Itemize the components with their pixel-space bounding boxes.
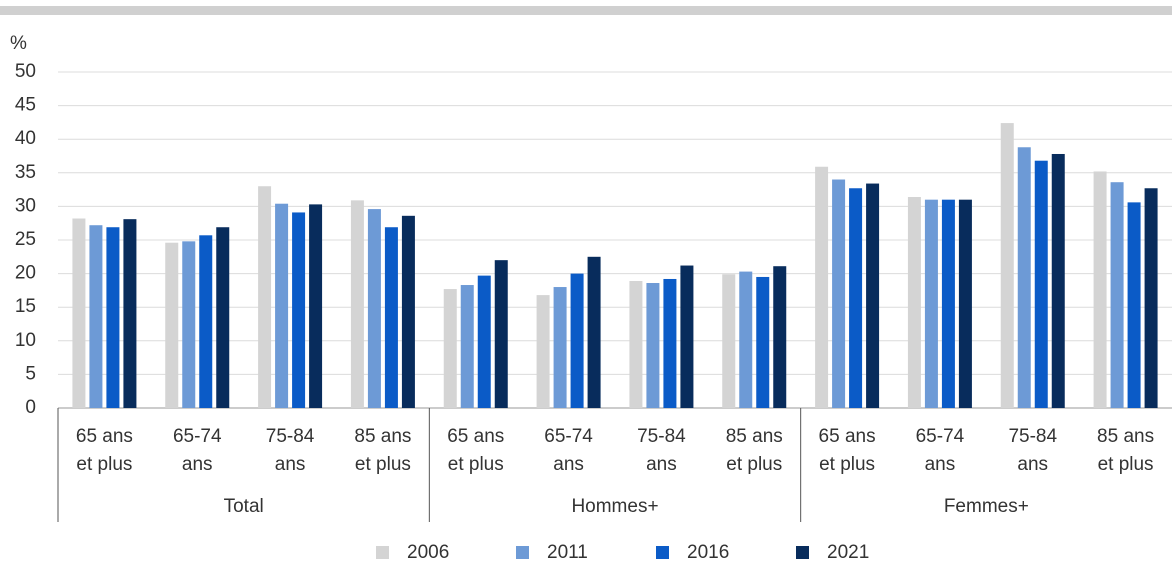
bar bbox=[941, 199, 955, 408]
legend-swatch bbox=[516, 546, 529, 559]
x-tick-label: 65-74 bbox=[173, 426, 222, 447]
x-tick-label: ans bbox=[925, 454, 956, 475]
bar bbox=[216, 227, 230, 408]
bar bbox=[401, 215, 415, 408]
bar bbox=[739, 271, 753, 408]
top-band bbox=[0, 6, 1172, 15]
bar bbox=[832, 179, 846, 408]
bar bbox=[258, 186, 272, 408]
x-tick-label: 75-84 bbox=[1008, 426, 1057, 447]
y-tick-label: 35 bbox=[15, 162, 36, 183]
legend-label: 2016 bbox=[687, 542, 729, 563]
x-tick-label: 65-74 bbox=[544, 426, 593, 447]
x-tick-label: 65 ans bbox=[819, 426, 876, 447]
x-tick-label: et plus bbox=[1098, 454, 1154, 475]
x-tick-label: ans bbox=[553, 454, 584, 475]
bar bbox=[165, 242, 179, 408]
y-tick-label: 15 bbox=[15, 296, 36, 317]
y-tick-label: 0 bbox=[25, 397, 36, 418]
bar bbox=[756, 276, 770, 408]
bar bbox=[958, 199, 972, 408]
bar bbox=[815, 166, 829, 408]
x-tick-label: 75-84 bbox=[266, 426, 315, 447]
bar bbox=[1110, 182, 1124, 408]
bar bbox=[536, 295, 550, 408]
bar bbox=[646, 283, 660, 408]
bar bbox=[1127, 202, 1141, 408]
bar bbox=[309, 204, 323, 408]
bar bbox=[849, 188, 863, 408]
bar bbox=[350, 200, 364, 408]
bar bbox=[1017, 147, 1031, 408]
x-tick-label: ans bbox=[275, 454, 306, 475]
y-tick-label: 10 bbox=[15, 330, 36, 351]
legend-swatch bbox=[376, 546, 389, 559]
bar bbox=[1000, 123, 1014, 409]
y-tick-label: 5 bbox=[25, 363, 36, 384]
group-label: Total bbox=[224, 496, 264, 517]
y-tick-label: 25 bbox=[15, 229, 36, 250]
legend-label: 2006 bbox=[407, 542, 449, 563]
legend-swatch bbox=[796, 546, 809, 559]
bar bbox=[182, 241, 196, 408]
x-tick-label: 85 ans bbox=[354, 426, 411, 447]
bar bbox=[924, 199, 938, 408]
bar bbox=[629, 280, 643, 408]
x-tick-label: 85 ans bbox=[726, 426, 783, 447]
y-tick-label: 20 bbox=[15, 263, 36, 284]
bar bbox=[1093, 171, 1107, 408]
x-tick-label: et plus bbox=[819, 454, 875, 475]
x-tick-label: 65 ans bbox=[447, 426, 504, 447]
bar bbox=[275, 203, 289, 408]
bar bbox=[477, 275, 491, 408]
bar bbox=[587, 256, 601, 408]
bar bbox=[773, 266, 787, 408]
x-tick-label: ans bbox=[182, 454, 213, 475]
bar bbox=[907, 196, 921, 408]
x-tick-label: 85 ans bbox=[1097, 426, 1154, 447]
y-axis-label: % bbox=[10, 33, 27, 54]
bar bbox=[663, 278, 677, 408]
bar bbox=[460, 285, 474, 408]
x-tick-label: 65 ans bbox=[76, 426, 133, 447]
x-tick-label: et plus bbox=[355, 454, 411, 475]
x-tick-label: 65-74 bbox=[916, 426, 965, 447]
bar bbox=[494, 260, 508, 408]
y-tick-label: 30 bbox=[15, 195, 36, 216]
x-tick-label: ans bbox=[646, 454, 677, 475]
x-tick-label: et plus bbox=[448, 454, 504, 475]
bar bbox=[292, 212, 306, 408]
legend-label: 2011 bbox=[547, 542, 588, 563]
y-tick-label: 40 bbox=[15, 128, 36, 149]
group-label: Hommes+ bbox=[571, 496, 658, 517]
bar bbox=[1034, 160, 1048, 408]
x-tick-label: et plus bbox=[76, 454, 132, 475]
bar bbox=[1051, 153, 1065, 408]
x-tick-label: et plus bbox=[726, 454, 782, 475]
legend-swatch bbox=[656, 546, 669, 559]
bar bbox=[89, 225, 103, 408]
bar bbox=[1144, 188, 1158, 408]
bar bbox=[106, 227, 120, 408]
bar bbox=[866, 183, 880, 408]
bar bbox=[553, 287, 567, 408]
bar bbox=[722, 274, 736, 408]
bar bbox=[680, 265, 694, 408]
bar bbox=[199, 235, 213, 408]
y-tick-label: 45 bbox=[15, 95, 36, 116]
x-tick-label: ans bbox=[1017, 454, 1048, 475]
legend-label: 2021 bbox=[827, 542, 869, 563]
bar bbox=[443, 289, 457, 408]
bar bbox=[570, 273, 584, 408]
bar bbox=[72, 218, 86, 408]
group-label: Femmes+ bbox=[944, 496, 1029, 517]
x-tick-label: 75-84 bbox=[637, 426, 686, 447]
bar bbox=[384, 227, 398, 408]
y-tick-label: 50 bbox=[15, 61, 36, 82]
bar bbox=[367, 209, 381, 408]
bar bbox=[123, 219, 137, 408]
